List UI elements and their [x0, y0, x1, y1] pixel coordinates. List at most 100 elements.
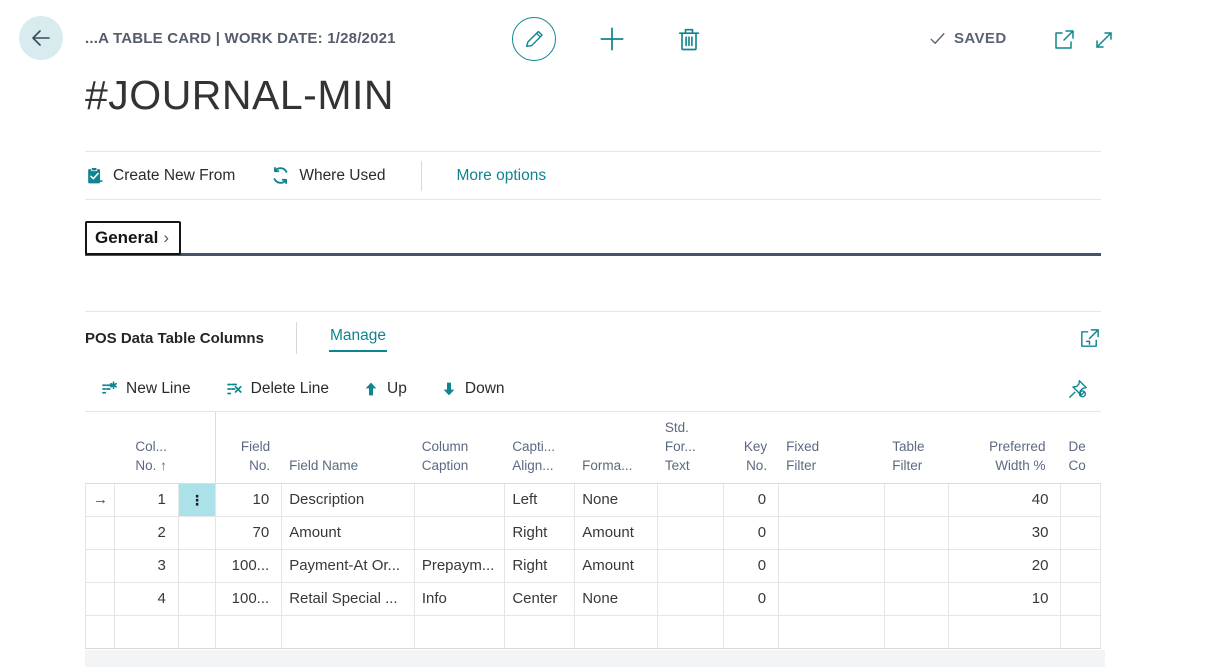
- cell-caption-align[interactable]: Center: [505, 583, 576, 615]
- header-default-col[interactable]: De Co: [1068, 439, 1086, 473]
- header-field-no[interactable]: Field No.: [240, 439, 271, 473]
- cell-column-caption[interactable]: [415, 616, 506, 648]
- cell-caption-align[interactable]: [505, 616, 576, 648]
- cell-field-no[interactable]: 100...: [216, 583, 283, 615]
- cell-default-col[interactable]: [1061, 550, 1101, 582]
- cell-default-col[interactable]: [1061, 583, 1101, 615]
- cell-field-no[interactable]: [216, 616, 283, 648]
- cell-column-caption[interactable]: Prepaym...: [415, 550, 506, 582]
- row-options-cell[interactable]: [179, 583, 217, 615]
- cell-format[interactable]: [575, 616, 658, 648]
- cell-caption-align[interactable]: Left: [505, 484, 576, 516]
- header-column-caption[interactable]: Column Caption: [421, 439, 469, 473]
- back-button[interactable]: [19, 16, 63, 60]
- unpin-button[interactable]: [1067, 378, 1089, 400]
- cell-table-filter[interactable]: [885, 616, 950, 648]
- manage-tab[interactable]: Manage: [328, 325, 387, 352]
- cell-std-format-text[interactable]: [658, 517, 724, 549]
- cell-table-filter[interactable]: [885, 583, 950, 615]
- cell-preferred-width[interactable]: 20: [949, 550, 1062, 582]
- move-up-button[interactable]: Up: [363, 380, 407, 398]
- cell-format[interactable]: Amount: [575, 517, 658, 549]
- cell-fixed-filter[interactable]: [779, 616, 886, 648]
- tab-general[interactable]: General ›: [85, 221, 181, 255]
- cell-format[interactable]: None: [575, 583, 658, 615]
- cell-table-filter[interactable]: [885, 550, 950, 582]
- cell-column-caption[interactable]: Info: [415, 583, 506, 615]
- more-options-button[interactable]: More options: [456, 166, 547, 184]
- header-format[interactable]: Forma...: [582, 458, 633, 473]
- cell-col-no[interactable]: 2: [115, 517, 179, 549]
- cell-column-caption[interactable]: [415, 484, 506, 516]
- row-options-cell[interactable]: [179, 616, 217, 648]
- header-table-filter[interactable]: Table Filter: [892, 439, 925, 473]
- cell-key-no[interactable]: 0: [724, 550, 780, 582]
- cell-default-col[interactable]: [1061, 517, 1101, 549]
- cell-key-no[interactable]: 0: [724, 583, 780, 615]
- cell-preferred-width[interactable]: [949, 616, 1062, 648]
- header-col-no[interactable]: Col... No. ↑: [135, 439, 167, 473]
- cell-key-no[interactable]: 0: [724, 517, 780, 549]
- cell-std-format-text[interactable]: [658, 484, 724, 516]
- cell-caption-align[interactable]: Right: [505, 550, 576, 582]
- cell-column-caption[interactable]: [415, 517, 506, 549]
- header-std-format-text[interactable]: Std. For... Text: [664, 420, 696, 473]
- cell-format[interactable]: Amount: [575, 550, 658, 582]
- header-key-no[interactable]: Key No.: [743, 439, 768, 473]
- cell-key-no[interactable]: [724, 616, 780, 648]
- edit-button[interactable]: [512, 17, 556, 61]
- cell-table-filter[interactable]: [885, 484, 950, 516]
- row-indicator-cell: →: [85, 484, 115, 516]
- cell-field-name[interactable]: Payment-At Or...: [282, 550, 415, 582]
- cell-col-no[interactable]: 1: [115, 484, 179, 516]
- row-options-cell[interactable]: [179, 550, 217, 582]
- resize-window-button[interactable]: [1090, 26, 1118, 54]
- cell-std-format-text[interactable]: [658, 616, 724, 648]
- cell-preferred-width[interactable]: 30: [949, 517, 1062, 549]
- row-options-button[interactable]: ⋮: [178, 484, 217, 516]
- open-in-new-window-button[interactable]: [1050, 26, 1078, 54]
- cell-key-no[interactable]: 0: [724, 484, 780, 516]
- cell-col-no[interactable]: 3: [115, 550, 179, 582]
- header-caption-align[interactable]: Capti... Align...: [512, 439, 555, 473]
- cell-table-filter[interactable]: [885, 517, 950, 549]
- cell-field-no[interactable]: 70: [216, 517, 283, 549]
- cell-preferred-width[interactable]: 10: [949, 583, 1062, 615]
- cell-format[interactable]: None: [575, 484, 658, 516]
- cell-col-no[interactable]: [115, 616, 179, 648]
- where-used-button[interactable]: Where Used: [271, 166, 385, 185]
- delete-line-button[interactable]: Delete Line: [225, 380, 329, 398]
- ellipsis-icon: ⋮: [189, 492, 204, 508]
- cell-fixed-filter[interactable]: [779, 484, 886, 516]
- create-new-from-button[interactable]: Create New From: [85, 166, 235, 185]
- cell-field-no[interactable]: 10: [216, 484, 283, 516]
- focus-mode-button[interactable]: [1078, 327, 1101, 350]
- cell-default-col[interactable]: [1061, 616, 1101, 648]
- header-fixed-filter[interactable]: Fixed Filter: [786, 439, 820, 473]
- cell-default-col[interactable]: [1061, 484, 1101, 516]
- cell-fixed-filter[interactable]: [779, 517, 886, 549]
- cell-field-name[interactable]: Amount: [282, 517, 415, 549]
- cell-fixed-filter[interactable]: [779, 550, 886, 582]
- new-line-button[interactable]: New Line: [100, 380, 191, 398]
- plus-icon: [596, 23, 628, 55]
- cell-preferred-width[interactable]: 40: [949, 484, 1062, 516]
- cell-col-no[interactable]: 4: [115, 583, 179, 615]
- cell-field-name[interactable]: Description: [282, 484, 415, 516]
- new-button[interactable]: [594, 21, 630, 57]
- cell-std-format-text[interactable]: [658, 550, 724, 582]
- page-title: #JOURNAL-MIN: [85, 72, 394, 118]
- cell-field-name[interactable]: [282, 616, 415, 648]
- header-preferred-width[interactable]: Preferred Width %: [989, 439, 1046, 473]
- cell-field-name[interactable]: Retail Special ...: [282, 583, 415, 615]
- chevron-right-icon: ›: [163, 228, 169, 247]
- row-options-cell[interactable]: [179, 517, 217, 549]
- delete-button[interactable]: [673, 23, 705, 55]
- header-field-name[interactable]: Field Name: [289, 458, 359, 473]
- cell-caption-align[interactable]: Right: [505, 517, 576, 549]
- cell-field-no[interactable]: 100...: [216, 550, 283, 582]
- cell-fixed-filter[interactable]: [779, 583, 886, 615]
- cell-std-format-text[interactable]: [658, 583, 724, 615]
- action-bar: Create New From Where Used More options: [85, 151, 1101, 200]
- move-down-button[interactable]: Down: [441, 380, 505, 398]
